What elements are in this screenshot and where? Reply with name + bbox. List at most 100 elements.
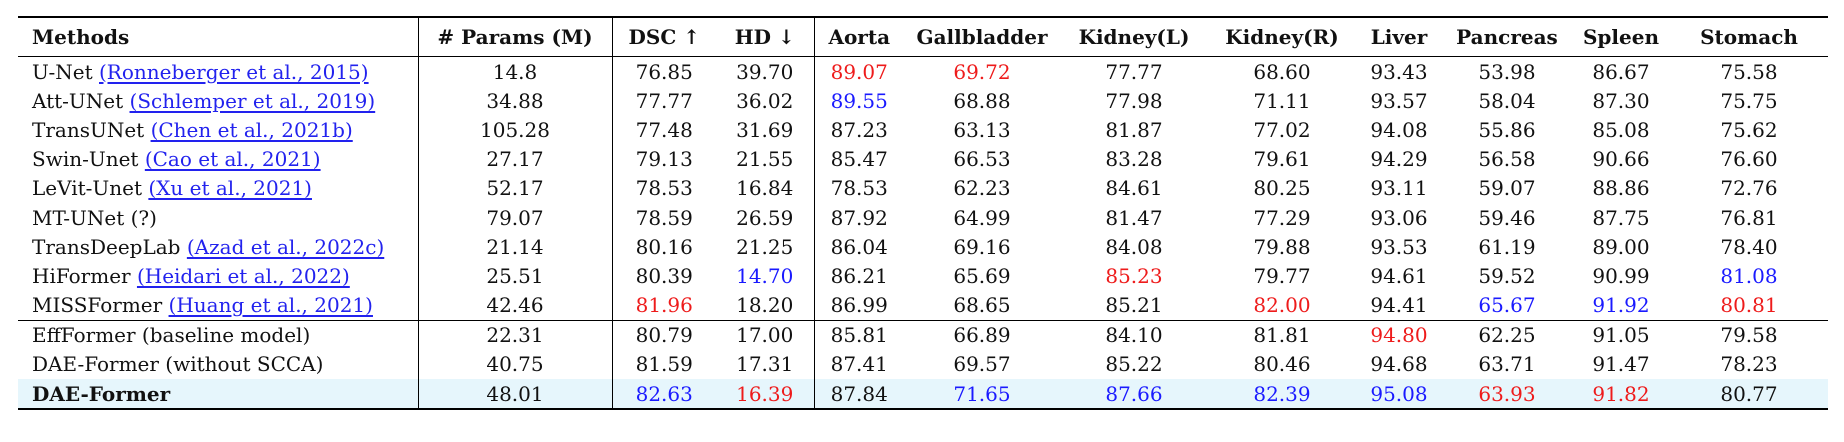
header-kidney-l: Kidney(L): [1060, 16, 1208, 57]
header-row: Methods # Params (M) DSC ↑ HD ↓ Aorta Ga…: [18, 16, 1828, 57]
cell-stomach: 72.76: [1720, 176, 1778, 201]
cell-kidney-l: 84.10: [1060, 319, 1208, 350]
cell-spleen: 90.66: [1592, 147, 1650, 172]
citation-link[interactable]: (Ronneberger et al., 2015): [99, 59, 369, 84]
cell-kidney-r: 80.46: [1253, 352, 1311, 377]
cell-spleen: 86.67: [1592, 59, 1650, 84]
cell-dsc: 80.39: [611, 261, 716, 291]
header-spleen: Spleen: [1572, 16, 1670, 57]
cell-pancreas: 55.86: [1478, 117, 1536, 142]
cell-liver: 93.53: [1370, 234, 1428, 259]
header-hd: HD ↓: [716, 16, 814, 57]
cell-spleen: 87.30: [1592, 88, 1650, 113]
method-name: MISSFormer: [32, 293, 163, 318]
citation-link[interactable]: (Xu et al., 2021): [148, 176, 312, 201]
table-row: Swin-Unet (Cao et al., 2021) 27.17 79.13 21…: [18, 144, 1828, 174]
cell-stomach: 78.23: [1720, 352, 1778, 377]
method-name: Swin-Unet: [32, 147, 139, 172]
cell-gallbladder: 71.65: [904, 379, 1060, 411]
method-name: DAE-Former: [32, 381, 171, 406]
cell-spleen: 88.86: [1592, 176, 1650, 201]
cell-params: 34.88: [417, 86, 612, 116]
cell-params: 27.17: [417, 144, 612, 174]
cell-dsc: 81.96: [611, 290, 716, 321]
cell-kidney-r: 82.00: [1253, 293, 1311, 318]
cell-hd: 36.02: [736, 88, 794, 113]
cell-aorta: 87.84: [813, 379, 904, 411]
cell-kidney-l: 81.47: [1105, 205, 1163, 230]
cell-stomach: 76.60: [1720, 147, 1778, 172]
citation-link[interactable]: (Azad et al., 2022c): [186, 234, 385, 259]
cell-gallbladder: 62.23: [953, 176, 1011, 201]
cell-liver: 94.08: [1370, 117, 1428, 142]
citation-link[interactable]: (Chen et al., 2021b): [150, 117, 353, 142]
cell-dsc: 78.53: [611, 173, 716, 203]
method-cell: MISSFormer (Huang et al., 2021): [18, 291, 418, 321]
cell-pancreas: 58.04: [1478, 88, 1536, 113]
cell-spleen: 91.82: [1572, 379, 1670, 411]
method-name: U-Net: [32, 59, 93, 84]
cell-gallbladder: 63.13: [953, 117, 1011, 142]
cell-kidney-l: 84.08: [1105, 234, 1163, 259]
method-name: LeVit-Unet: [32, 176, 143, 201]
cell-stomach: 75.58: [1720, 59, 1778, 84]
cell-stomach: 80.77: [1670, 379, 1828, 411]
table-row: EffFormer (baseline model) 22.31 80.79 17.0…: [18, 319, 1828, 350]
citation-link[interactable]: (Cao et al., 2021): [144, 147, 321, 172]
method-name: Att-UNet: [32, 88, 124, 113]
cell-pancreas: 59.52: [1478, 263, 1536, 288]
cell-pancreas: 63.93: [1442, 379, 1572, 411]
cell-kidney-l: 77.98: [1105, 88, 1163, 113]
cell-hd: 16.39: [716, 379, 814, 411]
cell-liver: 94.80: [1356, 319, 1442, 350]
method-cell: U-Net (Ronneberger et al., 2015): [18, 57, 418, 87]
cell-params: 40.75: [417, 349, 612, 380]
method-name: EffFormer (baseline model): [32, 323, 311, 348]
cell-spleen: 89.00: [1592, 234, 1650, 259]
header-kidney-r: Kidney(R): [1208, 16, 1356, 57]
method-cell: MT-UNet (?): [18, 203, 418, 232]
table-row: MISSFormer (Huang et al., 2021) 42.46 81.9…: [18, 290, 1828, 321]
method-cell: TransDeepLab (Azad et al., 2022c): [18, 232, 418, 261]
citation-link[interactable]: (Heidari et al., 2022): [136, 263, 350, 288]
method-name: TransDeepLab: [32, 234, 181, 259]
cell-hd: 14.70: [736, 263, 794, 288]
method-cell: EffFormer (baseline model): [18, 319, 418, 350]
header-pancreas: Pancreas: [1442, 16, 1572, 57]
cell-pancreas: 65.67: [1478, 293, 1536, 318]
cell-dsc: 81.59: [611, 349, 716, 380]
cell-pancreas: 61.19: [1478, 234, 1536, 259]
cell-kidney-r: 71.11: [1253, 88, 1311, 113]
header-dsc: DSC ↑: [611, 16, 716, 57]
cell-pancreas: 62.25: [1442, 319, 1572, 350]
citation-link[interactable]: (Schlemper et al., 2019): [129, 88, 376, 113]
cell-params: 52.17: [417, 173, 612, 203]
table-row: TransDeepLab (Azad et al., 2022c) 21.14 80…: [18, 232, 1828, 262]
cell-stomach: 75.62: [1720, 117, 1778, 142]
cell-spleen: 85.08: [1592, 117, 1650, 142]
header-liver: Liver: [1356, 16, 1442, 57]
cell-dsc: 77.48: [611, 115, 716, 145]
cell-spleen: 91.92: [1592, 293, 1650, 318]
header-gallbladder: Gallbladder: [904, 16, 1060, 57]
cell-hd: 17.00: [716, 319, 814, 350]
cell-hd: 17.31: [736, 352, 794, 377]
cell-kidney-l: 81.87: [1105, 117, 1163, 142]
cell-dsc: 76.85: [611, 56, 716, 87]
cell-params: 42.46: [417, 290, 612, 321]
cell-dsc: 77.77: [611, 86, 716, 116]
table-row: TransUNet (Chen et al., 2021b) 105.28 77.4…: [18, 115, 1828, 145]
cell-kidney-l: 84.61: [1105, 176, 1163, 201]
cell-aorta: 89.07: [813, 56, 904, 87]
cell-aorta: 86.04: [813, 232, 904, 262]
cell-liver: 93.11: [1370, 176, 1428, 201]
header-params: # Params (M): [417, 16, 612, 57]
table-row: HiFormer (Heidari et al., 2022) 25.51 80.3…: [18, 261, 1828, 291]
cell-liver: 94.41: [1370, 293, 1428, 318]
cell-gallbladder: 64.99: [953, 205, 1011, 230]
cell-stomach: 79.58: [1670, 319, 1828, 350]
cell-kidney-l: 85.23: [1105, 263, 1163, 288]
results-table: Methods # Params (M) DSC ↑ HD ↓ Aorta Ga…: [18, 16, 1828, 411]
cell-dsc: 80.79: [611, 319, 716, 350]
citation-link[interactable]: (Huang et al., 2021): [168, 293, 373, 318]
